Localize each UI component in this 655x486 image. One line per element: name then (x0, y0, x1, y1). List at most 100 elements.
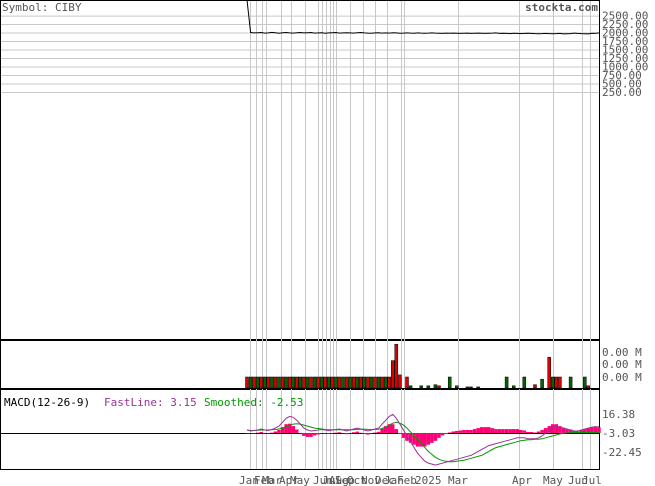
volume-tick-label: 0.00 M (602, 371, 642, 384)
volume-bar (366, 376, 370, 389)
macd-histogram-bar (447, 432, 452, 433)
macd-histogram-bar (341, 433, 345, 434)
volume-bar (263, 376, 267, 389)
macd-histogram-bar (433, 433, 438, 441)
volume-bar (348, 376, 352, 389)
macd-histogram-bar (284, 424, 288, 433)
macd-histogram-bar (398, 433, 402, 434)
volume-bar (298, 376, 303, 389)
macd-histogram-bar (366, 433, 370, 435)
macd-histogram-bar (522, 430, 527, 433)
macd-histogram-bar (451, 431, 455, 433)
macd-histogram-bar (465, 430, 470, 433)
x-axis-label: May (290, 474, 310, 486)
volume-bar (369, 376, 374, 389)
macd-histogram-bar (359, 432, 363, 434)
macd-histogram-bar (412, 433, 416, 445)
macd-histogram-bar (419, 433, 423, 447)
macd-histogram-bar (554, 424, 559, 433)
macd-histogram-bar (515, 429, 519, 433)
volume-bar (583, 376, 587, 389)
macd-histogram-bar (291, 426, 295, 433)
volume-bar (337, 376, 342, 389)
volume-bar (504, 376, 509, 389)
volume-bar (522, 376, 527, 389)
volume-bar (291, 376, 295, 389)
volume-bar (437, 385, 441, 389)
x-axis-label: Oct (347, 474, 367, 486)
volume-bar (355, 376, 359, 389)
macd-histogram-bar (593, 427, 598, 433)
x-axis-label: 2025 (415, 474, 442, 486)
macd-histogram-bar (270, 432, 274, 434)
volume-bar (547, 357, 551, 389)
volume-bar (373, 376, 377, 389)
macd-histogram-bar (351, 432, 356, 433)
macd-histogram-bar (511, 429, 516, 433)
macd-histogram-bar (540, 430, 544, 433)
macd-histogram-bar (472, 429, 477, 433)
macd-histogram-bar (426, 433, 431, 445)
x-axis-label: Jun (313, 474, 333, 486)
volume-bar (455, 385, 459, 389)
macd-histogram-bar (295, 429, 299, 433)
macd-histogram-bar (348, 433, 352, 434)
x-axis-label: Jul (322, 474, 342, 486)
macd-histogram-bar (526, 432, 530, 433)
x-axis-label: Dec (375, 474, 395, 486)
macd-histogram-bar (568, 429, 573, 433)
site-label[interactable]: stockta.com (525, 1, 598, 14)
macd-histogram-bar (572, 431, 576, 433)
macd-histogram-bar (287, 423, 292, 433)
macd-title: MACD(12-26-9) (4, 396, 90, 409)
volume-tick-label: 0.00 M (602, 358, 642, 371)
volume-bar (245, 376, 249, 389)
volume-bar (344, 376, 349, 389)
volume-bar (252, 376, 256, 389)
macd-histogram-bar (337, 432, 342, 433)
macd-histogram-bar (387, 424, 391, 433)
macd-histogram-bar (319, 433, 324, 434)
volume-bar (277, 376, 281, 389)
macd-histogram-bar (383, 426, 388, 433)
x-axis-label: Jan (239, 474, 259, 486)
volume-bar (270, 376, 274, 389)
x-axis-label: Mar (448, 474, 468, 486)
volume-bar (284, 376, 288, 389)
macd-histogram-bar (330, 433, 335, 434)
x-axis-label: Apr (279, 474, 299, 486)
macd-histogram-bar (305, 433, 310, 437)
price-tick-label: 1000.00 (602, 60, 648, 73)
volume-bar (383, 376, 388, 389)
macd-smoothed-line (246, 421, 599, 463)
x-axis-label: Jan (384, 474, 404, 486)
macd-histogram-bar (579, 430, 583, 433)
x-axis-label: May (543, 474, 563, 486)
volume-bar (408, 385, 413, 389)
volume-bar (327, 376, 331, 389)
volume-bar (362, 376, 367, 389)
volume-bar (447, 376, 452, 389)
macd-histogram-bar (487, 427, 491, 433)
macd-histogram-bar (458, 430, 463, 433)
macd-histogram-bar (551, 424, 555, 433)
grid-lines (1, 1, 599, 469)
macd-histogram-bar (469, 430, 473, 433)
macd-histogram-bar (590, 427, 594, 433)
macd-histogram-bar (529, 432, 534, 433)
macd-histogram-bar (494, 429, 498, 433)
macd-tick-label: 16.38 (602, 408, 635, 421)
volume-bar (305, 376, 310, 389)
price-panel-frame (0, 0, 600, 340)
macd-histogram-bar (373, 432, 377, 434)
macd-histogram-bar (405, 433, 409, 441)
price-tick-label: 1750.00 (602, 35, 648, 48)
price-tick-label: 1500.00 (602, 44, 648, 57)
macd-fast-line (246, 413, 600, 466)
macd-histogram-bar (490, 428, 495, 433)
macd-histogram-bar (543, 428, 548, 433)
volume-bar (469, 386, 473, 389)
macd-histogram-bar (323, 433, 327, 434)
macd-histogram-bar (259, 432, 263, 433)
